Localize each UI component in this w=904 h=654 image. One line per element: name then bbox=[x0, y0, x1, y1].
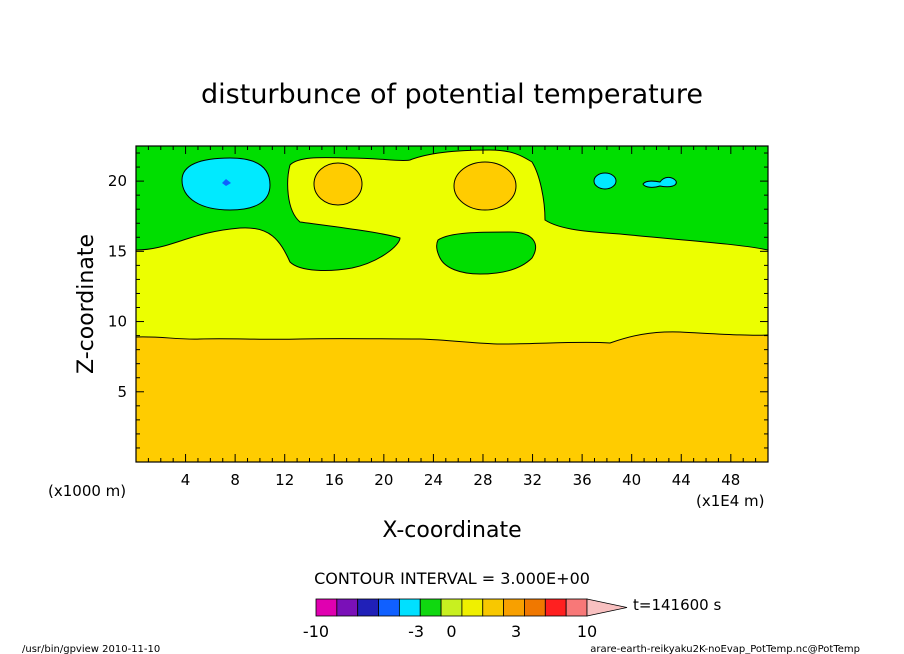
colorbar-swatch bbox=[544, 598, 567, 617]
x-tick-label: 4 bbox=[181, 471, 191, 489]
contour-interval-text: CONTOUR INTERVAL = 3.000E+00 bbox=[314, 569, 590, 588]
chart-title: disturbunce of potential temperature bbox=[201, 79, 703, 110]
plot-frame bbox=[135, 145, 769, 463]
x-tick-label: 28 bbox=[473, 471, 492, 489]
colorbar-swatch bbox=[315, 598, 338, 617]
y-axis: 5 10 15 20 bbox=[108, 152, 768, 449]
colorbar-tick-label: -10 bbox=[303, 622, 329, 641]
colorbar-swatch bbox=[524, 598, 546, 617]
y-tick-label: 15 bbox=[108, 242, 127, 260]
colorbar-tick-label: 10 bbox=[577, 622, 597, 641]
colorbar: -10 -3 0 3 10 bbox=[303, 598, 628, 641]
colorbar-swatch bbox=[565, 598, 588, 617]
x-tick-label: 44 bbox=[672, 471, 691, 489]
footer-right: arare-earth-reikyaku2K-noEvap_PotTemp.nc… bbox=[590, 644, 860, 654]
x-tick-label: 48 bbox=[721, 471, 740, 489]
x-tick-label: 16 bbox=[325, 471, 344, 489]
contour-cell-dark-8 bbox=[222, 179, 231, 186]
contour-cell-negative-38 bbox=[593, 172, 617, 190]
colorbar-swatch bbox=[461, 598, 484, 617]
colorbar-swatch bbox=[378, 598, 400, 617]
x-tick-label: 40 bbox=[622, 471, 641, 489]
contour-cell-positive-16 bbox=[313, 162, 363, 206]
colorbar-tick-label: 0 bbox=[446, 622, 456, 641]
colorbar-extend-arrow bbox=[586, 598, 628, 617]
x-tick-label: 12 bbox=[275, 471, 294, 489]
colorbar-tick-label: 3 bbox=[511, 622, 521, 641]
x-tick-label: 32 bbox=[523, 471, 542, 489]
colorbar-time-label: t=141600 s bbox=[633, 596, 721, 614]
x-tick-label: 24 bbox=[424, 471, 443, 489]
contour-cell-negative-43 bbox=[642, 176, 677, 188]
x-axis: 4 8 12 16 20 24 28 32 36 40 44 48 bbox=[147, 146, 757, 489]
footer-left: /usr/bin/gpview 2010-11-10 bbox=[22, 644, 160, 654]
colorbar-swatch bbox=[357, 598, 379, 617]
contour-region-lower bbox=[136, 331, 768, 462]
y-unit-note: (x1E4 m) bbox=[696, 492, 765, 510]
colorbar-swatch bbox=[482, 598, 505, 617]
x-unit-note: (x1000 m) bbox=[48, 482, 126, 500]
y-tick-label: 10 bbox=[108, 313, 127, 331]
colorbar-swatch bbox=[336, 598, 359, 617]
contour-region-green-cell-28 bbox=[436, 232, 536, 274]
contour-lines bbox=[135, 149, 769, 345]
y-tick-label: 5 bbox=[117, 383, 127, 401]
x-axis-label: X-coordinate bbox=[382, 518, 521, 543]
contour-cell-positive-28 bbox=[453, 161, 517, 211]
colorbar-swatch bbox=[440, 598, 463, 617]
x-tick-label: 20 bbox=[374, 471, 393, 489]
y-axis-label: Z-coordinate bbox=[74, 234, 99, 374]
x-tick-label: 8 bbox=[230, 471, 240, 489]
colorbar-swatch bbox=[419, 598, 442, 617]
colorbar-tick-label: -3 bbox=[408, 622, 424, 641]
y-tick-label: 20 bbox=[108, 172, 127, 190]
colorbar-swatch bbox=[398, 598, 421, 617]
colorbar-swatch bbox=[503, 598, 525, 617]
plot-area bbox=[135, 145, 769, 463]
x-tick-label: 36 bbox=[573, 471, 592, 489]
